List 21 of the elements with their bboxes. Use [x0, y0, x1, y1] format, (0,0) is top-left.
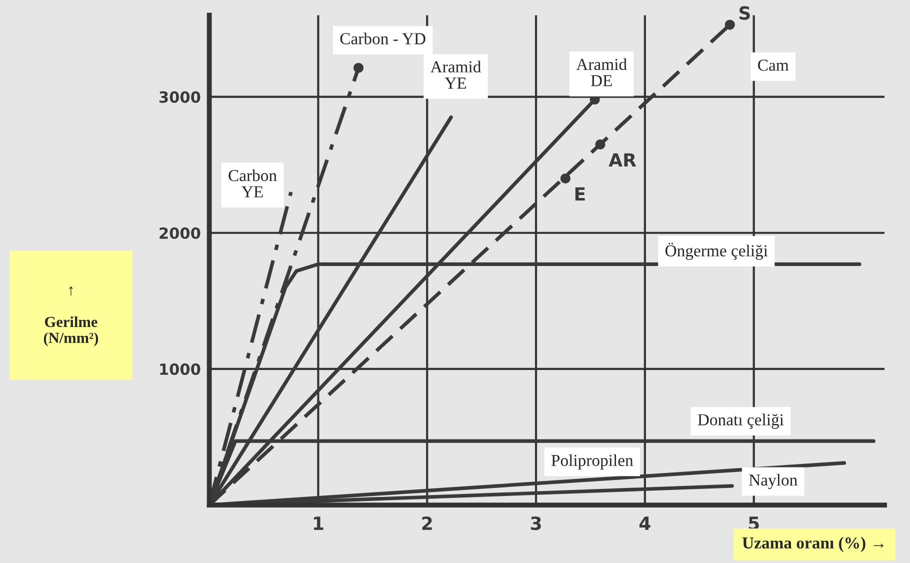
y-tick-label: 3000: [159, 91, 200, 103]
x-tick-label: 4: [639, 516, 650, 530]
annotation: S: [740, 6, 750, 20]
x-tick-label: 3: [530, 516, 541, 530]
x-tick-label: 2: [422, 516, 432, 530]
annotation: AR: [608, 153, 636, 167]
y-tick-label: 2000: [160, 227, 200, 239]
series-label: Öngerme çeliği: [665, 242, 768, 260]
series-label: Carbon - YD: [340, 32, 426, 44]
series-label: Polipropilen: [551, 454, 634, 470]
x-tick-label: 1: [314, 516, 324, 530]
series-label: Naylon: [749, 474, 798, 490]
annotation: E: [575, 187, 585, 201]
y-tick-label: 1000: [160, 363, 200, 375]
series-label: Carbon YE: [228, 169, 277, 198]
text: Cam: [758, 60, 789, 71]
text: Aramid YE: [430, 60, 482, 89]
text: ↑ Gerilme (N/mm²): [44, 286, 98, 346]
x-axis-title: Uzama oranı (%) →: [742, 536, 884, 552]
series-label: Aramid DE: [576, 58, 627, 86]
series-label: Donatı çeliği: [698, 414, 784, 429]
